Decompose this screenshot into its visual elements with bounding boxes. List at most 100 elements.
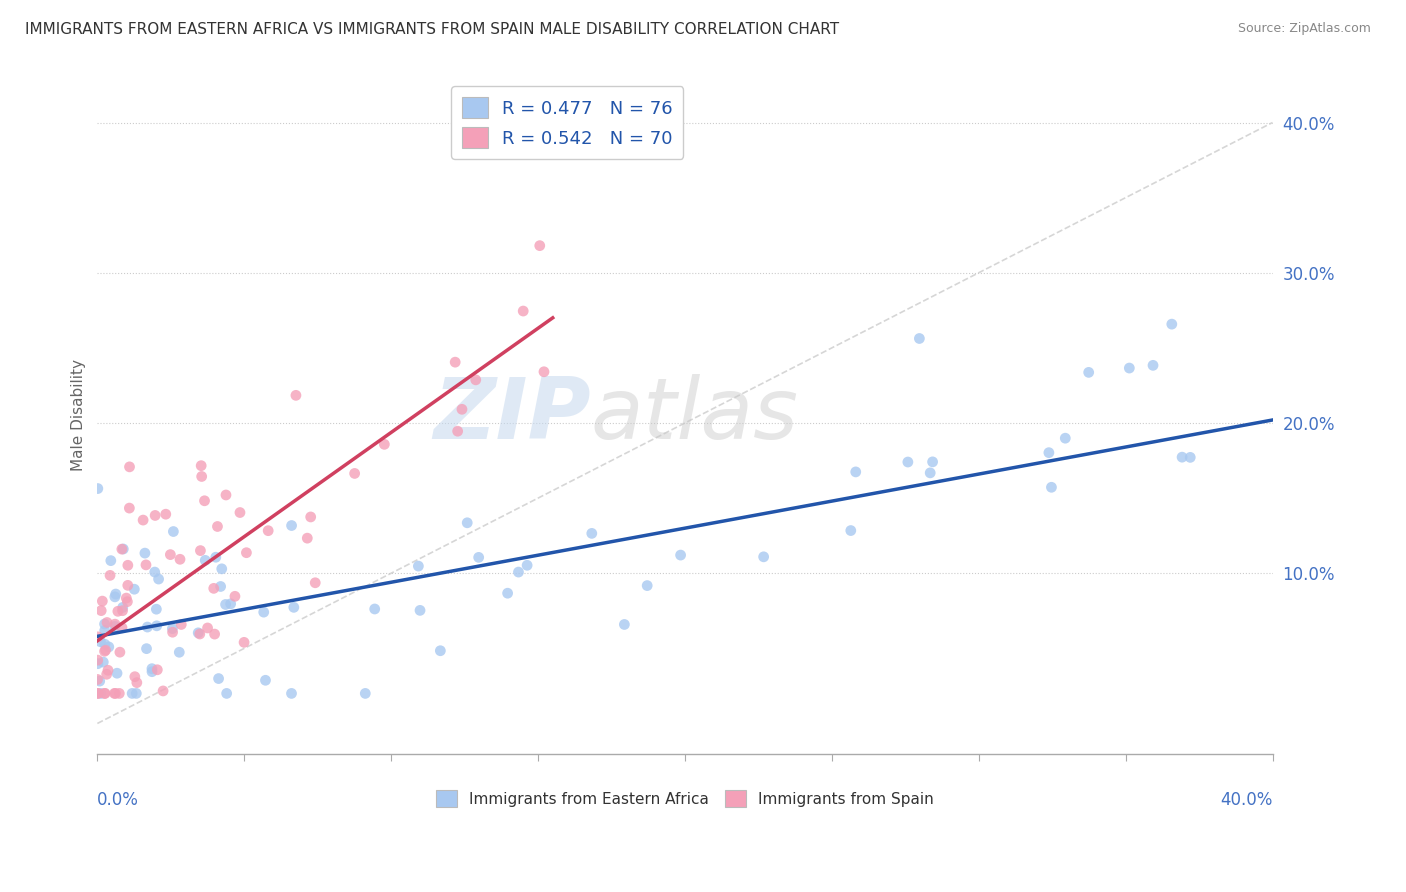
Point (229, 506, 252, 520)
Point (188, 627, 211, 641)
Point (444, 355, 467, 369)
Point (187, 625, 209, 640)
Point (429, 644, 451, 658)
Point (135, 641, 157, 656)
Point (464, 373, 486, 387)
Point (90, 686, 112, 700)
Point (1160, 317, 1182, 331)
Point (112, 541, 135, 556)
Point (214, 598, 236, 612)
Text: IMMIGRANTS FROM EASTERN AFRICA VS IMMIGRANTS FROM SPAIN MALE DISABILITY CORRELAT: IMMIGRANTS FROM EASTERN AFRICA VS IMMIGR… (25, 22, 839, 37)
Point (87, 653, 110, 667)
Point (148, 572, 170, 586)
Point (111, 604, 134, 618)
Point (108, 686, 131, 700)
Point (516, 558, 538, 573)
Point (94, 637, 117, 651)
Point (235, 546, 257, 560)
Point (839, 524, 862, 538)
Point (97, 640, 120, 654)
Point (118, 459, 141, 474)
Point (280, 686, 302, 700)
Point (162, 622, 184, 636)
Point (111, 600, 134, 615)
Point (456, 516, 478, 530)
Point (121, 686, 143, 700)
Point (86, 673, 108, 687)
Point (845, 465, 868, 479)
Point (364, 602, 387, 616)
Point (1142, 359, 1164, 373)
Point (190, 458, 212, 473)
Point (104, 590, 127, 604)
Point (98, 568, 121, 582)
Point (752, 549, 775, 564)
Point (97, 663, 120, 677)
Point (146, 663, 169, 677)
Point (257, 524, 280, 538)
Point (108, 645, 131, 659)
Point (87, 686, 110, 700)
Point (115, 591, 138, 606)
Point (91, 655, 114, 669)
Point (529, 238, 551, 252)
Point (215, 686, 238, 700)
Point (89, 674, 111, 689)
Point (145, 619, 167, 633)
Point (1054, 431, 1077, 445)
Point (125, 686, 148, 700)
Point (169, 552, 191, 566)
Point (669, 548, 692, 562)
Point (233, 635, 256, 649)
Point (124, 582, 146, 597)
Point (636, 578, 658, 592)
Point (96, 667, 118, 681)
Point (280, 518, 302, 533)
Point (141, 665, 163, 679)
Point (193, 493, 215, 508)
Point (132, 513, 155, 527)
Point (104, 587, 127, 601)
Point (581, 526, 603, 541)
Point (87, 482, 110, 496)
Point (284, 388, 307, 402)
Point (451, 402, 474, 417)
Point (170, 617, 193, 632)
Point (373, 437, 395, 451)
Point (125, 675, 148, 690)
Point (224, 590, 246, 604)
Point (1038, 445, 1060, 459)
Text: Source: ZipAtlas.com: Source: ZipAtlas.com (1237, 22, 1371, 36)
Point (117, 578, 139, 592)
Point (141, 662, 163, 676)
Point (93, 617, 115, 632)
Point (204, 627, 226, 641)
Point (107, 604, 129, 618)
Point (87, 657, 110, 671)
Point (145, 602, 167, 616)
Point (91, 594, 114, 608)
Point (100, 554, 122, 568)
Point (117, 594, 139, 608)
Point (143, 565, 166, 579)
Point (215, 488, 238, 502)
Point (190, 469, 212, 483)
Point (908, 331, 931, 345)
Text: 0.0%: 0.0% (97, 790, 139, 809)
Point (921, 455, 943, 469)
Point (207, 672, 229, 686)
Point (90, 604, 112, 618)
Point (1171, 450, 1194, 465)
Point (135, 558, 157, 572)
Point (304, 575, 326, 590)
Point (169, 645, 191, 659)
Point (86, 686, 108, 700)
Point (209, 579, 232, 593)
Text: ZIP: ZIP (433, 374, 591, 457)
Point (613, 617, 636, 632)
Point (159, 548, 181, 562)
Point (124, 670, 146, 684)
Point (87, 630, 110, 644)
Point (103, 686, 125, 700)
Point (204, 550, 226, 565)
